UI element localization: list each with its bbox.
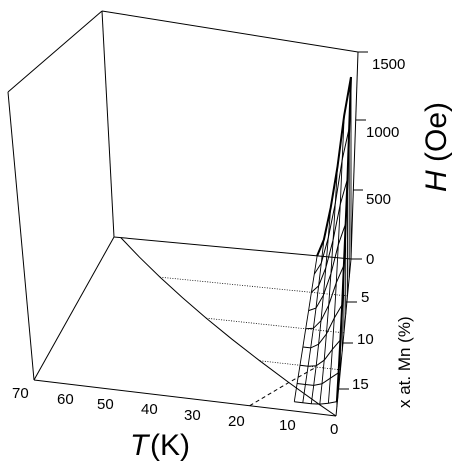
t-axis-title: T (K) — [130, 429, 190, 462]
x-tick-label-5: 5 — [361, 289, 369, 306]
t-tick-label-0: 0 — [330, 421, 338, 438]
t-tick-label-20: 20 — [228, 413, 245, 430]
critical-field-curve — [297, 372, 339, 386]
critical-field-curve — [305, 265, 345, 330]
surface-mesh-line — [302, 239, 325, 403]
frame-edge-floor-back — [113, 236, 352, 260]
surface-mesh-line — [293, 255, 318, 402]
t-tick-label-40: 40 — [141, 401, 158, 418]
critical-field-curve — [299, 339, 341, 367]
t-tick-label-10: 10 — [279, 417, 296, 434]
x-tick-label-15: 15 — [352, 376, 369, 393]
h-axis-symbol: H — [420, 170, 453, 192]
h-tick-label-1000: 1000 — [366, 124, 399, 141]
frame-edge-floor-left — [33, 236, 115, 381]
surface-mesh-line — [319, 166, 338, 405]
frame-edge-back-vertical-right — [350, 51, 359, 260]
critical-field-curve — [294, 401, 337, 405]
floor-projection-curve — [206, 317, 344, 334]
surface-mesh-line — [310, 207, 332, 404]
x-axis: 5 10 15 x at. Mn (%) — [338, 258, 414, 408]
t-tick-label-50: 50 — [97, 396, 114, 413]
x-tick-label-10: 10 — [357, 331, 374, 348]
h-tick-label-1500: 1500 — [372, 56, 405, 73]
t-tick-label-60: 60 — [57, 391, 74, 408]
phase-boundary-floor-line — [120, 237, 337, 417]
h-tick-label-500: 500 — [366, 191, 391, 208]
frame-edge-back-vertical-left — [7, 91, 35, 381]
critical-field-curve — [316, 76, 352, 257]
critical-field-surface — [293, 76, 352, 407]
critical-field-curve — [311, 178, 348, 293]
x-axis-title: x at. Mn (%) — [395, 316, 414, 408]
h-tick-label-0: 0 — [366, 251, 374, 268]
t-axis-symbol: T — [130, 429, 151, 462]
surface-mesh-line — [327, 115, 345, 404]
floor-dashed-boundary — [249, 366, 317, 407]
t-axis-unit: (K) — [150, 429, 190, 462]
h-axis-unit: (Oe) — [420, 102, 453, 162]
critical-field-curve — [313, 127, 350, 275]
t-axis: 70 60 50 40 30 20 10 0 T (K) — [12, 385, 338, 462]
h-axis: 1500 1000 500 0 H (Oe) — [351, 51, 453, 268]
t-tick-label-30: 30 — [184, 407, 201, 424]
t-tick-label-70: 70 — [12, 385, 29, 402]
critical-field-curve — [302, 304, 343, 349]
box-frame — [7, 10, 359, 417]
frame-edge-back-vertical-center — [101, 10, 115, 238]
frame-edge-left-top — [7, 10, 103, 93]
frame-edge-floor-front — [33, 379, 337, 417]
frame-edge-back-top — [101, 10, 359, 53]
critical-field-curve — [308, 223, 347, 312]
h-axis-title: H (Oe) — [420, 102, 453, 192]
